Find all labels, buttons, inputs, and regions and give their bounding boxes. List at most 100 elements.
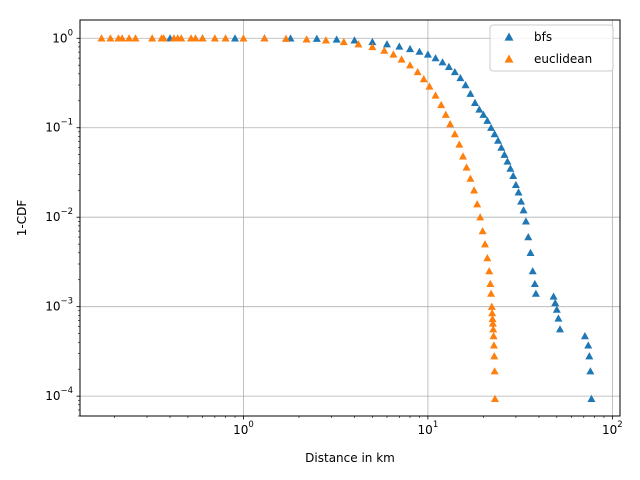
data-point <box>221 34 230 42</box>
legend: bfs euclidean <box>489 24 614 72</box>
data-point <box>485 267 494 275</box>
data-point <box>118 34 127 42</box>
data-point <box>444 62 453 70</box>
data-point <box>419 75 428 83</box>
y-tick-label: 10−4 <box>45 386 73 403</box>
data-point <box>475 105 484 113</box>
y-tick-label: 10−2 <box>45 207 73 224</box>
data-point <box>586 367 595 375</box>
data-point <box>554 314 563 322</box>
y-tick-label: 10−3 <box>45 297 73 314</box>
x-tick-label-base: 10 <box>233 423 248 437</box>
data-point <box>470 98 479 106</box>
legend-box <box>489 24 614 72</box>
data-point <box>526 248 535 257</box>
x-tick-label: 102 <box>602 420 623 437</box>
data-point <box>489 341 498 349</box>
y-tick-label-exponent: −2 <box>60 207 73 217</box>
data-point <box>470 186 479 194</box>
data-point <box>380 46 389 54</box>
data-point <box>503 157 512 165</box>
data-point <box>483 116 492 124</box>
data-point <box>487 302 496 310</box>
data-point <box>497 143 506 151</box>
data-point <box>441 110 450 118</box>
y-axis-label: 1-CDF <box>15 200 29 237</box>
data-point <box>389 50 398 58</box>
data-point <box>97 34 106 42</box>
data-point <box>431 91 440 99</box>
data-point <box>587 394 596 402</box>
y-tick-label-base: 10 <box>52 31 67 45</box>
data-point <box>487 123 496 131</box>
data-point <box>549 292 558 300</box>
x-axis-label: Distance in km <box>305 451 395 465</box>
data-point <box>302 35 311 43</box>
data-point <box>239 34 248 42</box>
y-tick-label-exponent: 0 <box>68 28 73 38</box>
data-point <box>350 36 359 44</box>
data-point <box>450 67 459 76</box>
data-point <box>552 305 561 313</box>
data-point <box>446 120 455 128</box>
data-point <box>524 233 533 241</box>
data-point <box>339 37 348 46</box>
x-tick-label: 101 <box>418 420 439 437</box>
data-point <box>506 164 515 172</box>
data-point <box>551 298 560 307</box>
data-point <box>368 42 377 51</box>
data-point <box>478 227 487 235</box>
data-point <box>281 34 290 42</box>
legend-label-bfs: bfs <box>534 30 552 44</box>
x-tick-label: 100 <box>233 420 254 437</box>
data-point <box>521 217 530 225</box>
data-point <box>585 352 594 360</box>
data-point <box>509 171 518 180</box>
data-point <box>490 394 499 402</box>
data-point <box>397 55 406 63</box>
data-point <box>368 37 377 46</box>
data-point <box>395 42 404 50</box>
data-point <box>584 341 593 349</box>
data-point <box>517 197 526 205</box>
data-point <box>528 267 537 275</box>
data-point <box>481 240 490 248</box>
x-tick-label-exponent: 0 <box>248 420 253 430</box>
data-point <box>125 34 134 42</box>
legend-marker-bfs <box>504 32 514 41</box>
data-point <box>260 34 269 42</box>
data-point <box>198 34 207 42</box>
data-point <box>231 34 240 42</box>
data-point <box>494 136 503 144</box>
data-point <box>321 36 330 44</box>
data-point <box>450 130 459 138</box>
data-point <box>177 34 186 42</box>
data-point <box>423 50 432 58</box>
x-tick-label-base: 10 <box>418 423 433 437</box>
data-point <box>415 47 424 55</box>
series-euclidean <box>97 34 499 402</box>
data-point <box>437 100 446 109</box>
data-point <box>191 34 200 42</box>
data-point <box>519 206 528 214</box>
data-point <box>488 308 497 317</box>
data-point <box>473 200 482 208</box>
data-point <box>531 289 540 297</box>
data-point <box>459 152 468 160</box>
y-tick-label-base: 10 <box>45 300 60 314</box>
data-point <box>148 34 157 42</box>
data-point <box>425 82 434 90</box>
data-point <box>490 352 499 360</box>
data-point <box>490 367 499 375</box>
data-point <box>159 34 168 42</box>
data-point <box>438 58 447 66</box>
tick-marks <box>76 37 613 420</box>
data-point <box>511 180 520 189</box>
data-point <box>580 332 589 340</box>
data-point <box>488 319 497 327</box>
data-point <box>488 314 497 323</box>
data-point <box>406 44 415 53</box>
data-point <box>382 40 391 48</box>
